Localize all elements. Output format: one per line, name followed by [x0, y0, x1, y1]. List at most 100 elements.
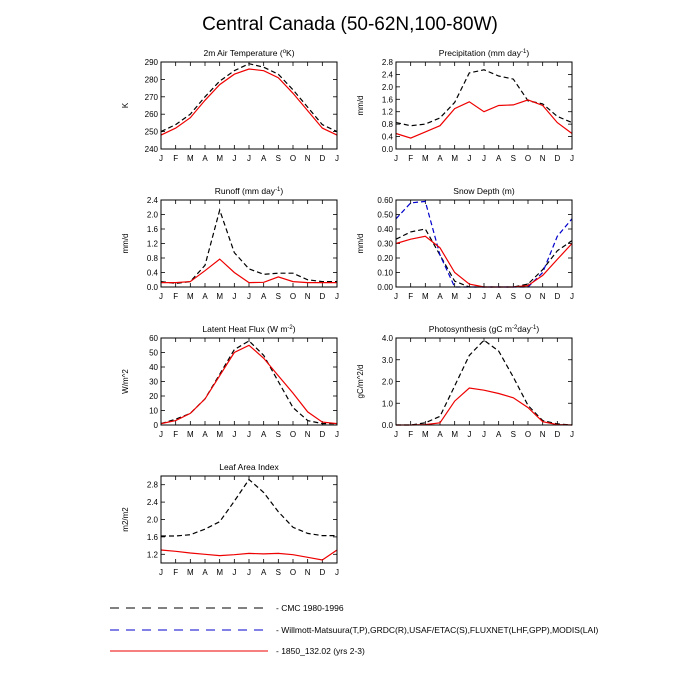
y-tick-label: 1.2 — [147, 550, 159, 559]
x-tick-label: M — [187, 430, 194, 439]
panel-5: Latent Heat Flux (W m-2) W/m^2 0 10 20 30 40 50… — [121, 324, 339, 439]
x-tick-label: M — [187, 154, 194, 163]
panel-2: Precipitation (mm day-1) mm/d 0.0 0.4 0.8 1.2… — [356, 48, 574, 163]
plot-frame — [395, 199, 573, 288]
legend-label: - 1850_132.02 (yrs 2-3) — [276, 646, 365, 656]
plot-frame — [160, 61, 338, 150]
y-tick-label: 4.0 — [382, 334, 394, 343]
x-tick-label: N — [540, 430, 546, 439]
panel-title-part: Snow Depth (m) — [453, 186, 515, 196]
x-tick-label: A — [202, 568, 208, 577]
panel-3: Runoff (mm day-1) mm/d 0.0 0.4 0.8 1.2 1.6 2.0 2… — [121, 186, 339, 301]
y-tick-label: 40 — [149, 363, 158, 372]
x-tick-label: M — [216, 568, 223, 577]
y-tick-label: 2.8 — [147, 481, 159, 490]
y-tick-label: 0.40 — [377, 225, 393, 234]
x-tick-label: M — [187, 568, 194, 577]
y-tick-label: 0.0 — [382, 145, 394, 154]
x-tick-label: A — [261, 154, 267, 163]
y-tick-label: 0.8 — [147, 254, 159, 263]
panel-title-part: ) — [280, 186, 283, 196]
panel-title-superscript: -1 — [275, 187, 281, 193]
plot-frame — [160, 337, 338, 426]
x-tick-label: J — [482, 430, 486, 439]
x-tick-label: J — [394, 154, 398, 163]
x-tick-label: J — [467, 292, 471, 301]
series-line-model — [160, 549, 338, 561]
y-tick-label: 2.0 — [147, 516, 159, 525]
x-tick-label: F — [173, 154, 178, 163]
y-tick-label: 20 — [149, 392, 158, 401]
panel-title-part: Precipitation (mm day — [439, 48, 522, 58]
x-tick-label: J — [467, 154, 471, 163]
y-tick-label: 0.60 — [377, 196, 393, 205]
panel-title: Snow Depth (m) — [453, 186, 515, 196]
panel-title-superscript: -2 — [512, 325, 518, 331]
x-tick-label: A — [437, 154, 443, 163]
x-tick-label: N — [305, 568, 311, 577]
y-tick-label: 10 — [149, 407, 158, 416]
y-tick-label: 0.4 — [382, 133, 394, 142]
y-axis-label: mm/d — [121, 234, 130, 254]
panel-title: Photosynthesis (gC m-2day-1) — [429, 324, 540, 334]
panel-title-part: Leaf Area Index — [219, 462, 279, 472]
x-tick-label: A — [261, 292, 267, 301]
x-tick-label: J — [247, 430, 251, 439]
x-tick-label: M — [422, 430, 429, 439]
x-tick-label: N — [305, 292, 311, 301]
x-tick-label: N — [540, 154, 546, 163]
x-tick-label: F — [173, 430, 178, 439]
panel-title: 2m Air Temperature (oK) — [203, 48, 294, 58]
legend-entry-1: - CMC 1980-1996 — [110, 603, 344, 613]
panel-title: Latent Heat Flux (W m-2) — [202, 324, 295, 334]
panel-title: Runoff (mm day-1) — [215, 186, 284, 196]
y-tick-label: 1.0 — [382, 399, 394, 408]
series-line-model — [396, 387, 573, 426]
y-tick-label: 60 — [149, 334, 158, 343]
y-tick-label: 0.10 — [377, 269, 393, 278]
series-line-model — [160, 344, 338, 425]
y-tick-label: 0.00 — [377, 283, 393, 292]
y-tick-label: 2.4 — [147, 498, 159, 507]
x-tick-label: J — [570, 154, 574, 163]
y-tick-label: 1.6 — [382, 95, 394, 104]
series-line-obs-black — [160, 63, 338, 133]
y-tick-label: 0.0 — [147, 283, 159, 292]
y-tick-label: 240 — [145, 145, 159, 154]
panel-title: Leaf Area Index — [219, 462, 279, 472]
x-tick-label: N — [305, 154, 311, 163]
y-tick-label: 2.8 — [382, 58, 394, 67]
x-tick-label: F — [173, 292, 178, 301]
figure-title: Central Canada (50-62N,100-80W) — [202, 14, 498, 35]
x-tick-label: J — [394, 430, 398, 439]
x-tick-label: J — [335, 568, 339, 577]
x-tick-label: S — [276, 154, 281, 163]
x-tick-label: J — [335, 292, 339, 301]
x-tick-label: M — [451, 154, 458, 163]
y-axis-label: gC/m^2/d — [356, 365, 365, 399]
series-line-obs-black — [395, 69, 573, 127]
x-tick-label: J — [232, 154, 236, 163]
panel-title-part: ) — [536, 324, 539, 334]
series-line-obs-black — [160, 208, 337, 285]
y-tick-label: 250 — [145, 128, 159, 137]
x-tick-label: A — [202, 430, 208, 439]
y-tick-label: 1.2 — [382, 108, 394, 117]
x-tick-label: O — [525, 154, 531, 163]
x-tick-label: M — [451, 292, 458, 301]
panel-title-superscript: -1 — [531, 325, 537, 331]
y-tick-label: 2.0 — [147, 211, 159, 220]
y-tick-label: 260 — [145, 110, 159, 119]
y-tick-label: 2.0 — [382, 83, 394, 92]
x-tick-label: A — [202, 154, 208, 163]
series-line-obs-black — [396, 339, 573, 426]
panel-title-part: Runoff (mm day — [215, 186, 276, 196]
y-tick-label: 0.30 — [377, 240, 393, 249]
legend-entry-3: - 1850_132.02 (yrs 2-3) — [110, 646, 365, 656]
x-tick-label: D — [554, 154, 560, 163]
y-tick-label: 2.4 — [382, 70, 394, 79]
x-tick-label: A — [437, 430, 443, 439]
panel-title-part: ) — [293, 324, 296, 334]
y-tick-label: 280 — [145, 75, 159, 84]
